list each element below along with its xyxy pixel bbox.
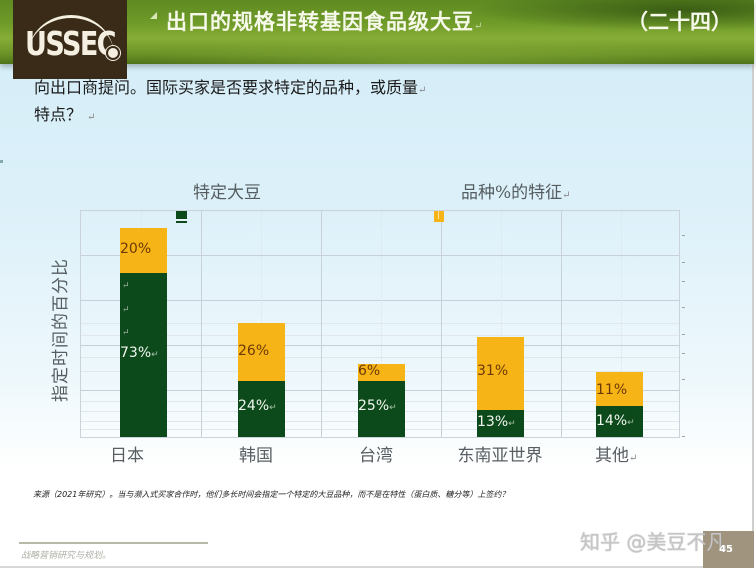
right-axis-tick: [682, 262, 685, 263]
side-marker: [0, 160, 3, 163]
footer-divider: [19, 542, 208, 544]
bar-taiwan: 6% 25%↵: [358, 363, 405, 437]
y-axis-label: 指定时间的百分比: [51, 258, 71, 402]
right-axis-tick: [682, 436, 685, 437]
legend-marker-characteristic: [434, 211, 444, 222]
gridline-v: [321, 211, 322, 437]
source-note: 来源（2021年研究）。当与濒入式买家合作时，他们多长时间会指定一个特定的大豆品…: [33, 490, 510, 499]
bar-segment-characteristic: 31%: [477, 337, 524, 410]
bar-segment-specific-soybean: ↵ ↵ ↵ 73%↵: [120, 273, 167, 437]
ussec-logo: USSEC: [13, 0, 127, 79]
gridline-v: [441, 211, 442, 437]
bar-segment-characteristic: 26%: [238, 323, 285, 381]
chart-subtitle-right: 品种%的特征↵: [461, 183, 571, 203]
bar-korea: 26% 24%↵: [238, 323, 285, 437]
bar-japan: 20% ↵ ↵ ↵ 73%↵: [120, 228, 167, 437]
right-axis-tick: [682, 307, 685, 308]
bar-segment-specific-soybean: 14%↵: [596, 406, 643, 437]
bar-southeast-asia: 31% 13%↵: [477, 337, 524, 437]
bar-segment-characteristic: 11%: [596, 372, 643, 406]
logo-arc-icon: [28, 15, 114, 55]
slide-title-number: （二十四）: [627, 9, 732, 34]
legend-marker-specific-soybean: [176, 211, 187, 221]
footer-section-label: 战略营销研究与规划。: [21, 551, 112, 561]
watermark: 知乎 @美豆不凡: [580, 530, 727, 554]
logo-text: USSEC: [25, 24, 117, 63]
x-category-other: 其他↵: [595, 446, 638, 466]
x-category-southeast-asia: 东南亚世界: [457, 446, 543, 466]
gridline-h: [81, 255, 679, 256]
gridline-h: [81, 300, 679, 301]
gridline-v: [561, 211, 562, 437]
right-axis-tick: [682, 334, 685, 335]
gridline-v: [201, 211, 202, 437]
slide-title: 出口的规格非转基因食品级大豆↵: [166, 9, 484, 34]
question-text: 向出口商提问。国际买家是否要求特定的品种，或质量↵ 特点？ ↵: [34, 76, 504, 130]
question-line-1: 向出口商提问。国际买家是否要求特定的品种，或质量↵: [34, 78, 427, 97]
x-category-taiwan: 台湾: [359, 446, 393, 466]
chart-subtitle-left: 特定大豆: [193, 183, 261, 203]
bar-segment-specific-soybean: 25%↵: [358, 381, 405, 437]
question-line-2: 特点？ ↵: [34, 105, 96, 124]
logo-ball-icon: [106, 46, 120, 60]
right-axis-tick: [682, 379, 685, 380]
bar-segment-specific-soybean: 13%↵: [477, 410, 524, 437]
page-number: 45: [719, 544, 733, 555]
bar-other: 11% 14%↵: [596, 372, 643, 437]
bar-segment-specific-soybean: 24%↵: [238, 381, 285, 437]
right-axis-tick: [682, 281, 685, 282]
title-bullet-icon: [150, 12, 157, 19]
right-axis-tick: [682, 353, 685, 354]
bar-segment-characteristic: 20%: [120, 228, 167, 273]
gridline-h: [81, 345, 679, 346]
x-category-korea: 韩国: [239, 446, 273, 466]
plot-area: 20% ↵ ↵ ↵ 73%↵ 26% 24%↵ 6% 25%↵: [80, 210, 680, 438]
right-axis-tick: [682, 235, 685, 236]
bar-segment-characteristic: 6%: [358, 363, 405, 381]
x-category-japan: 日本: [110, 446, 144, 466]
page-number-box: [703, 531, 754, 568]
